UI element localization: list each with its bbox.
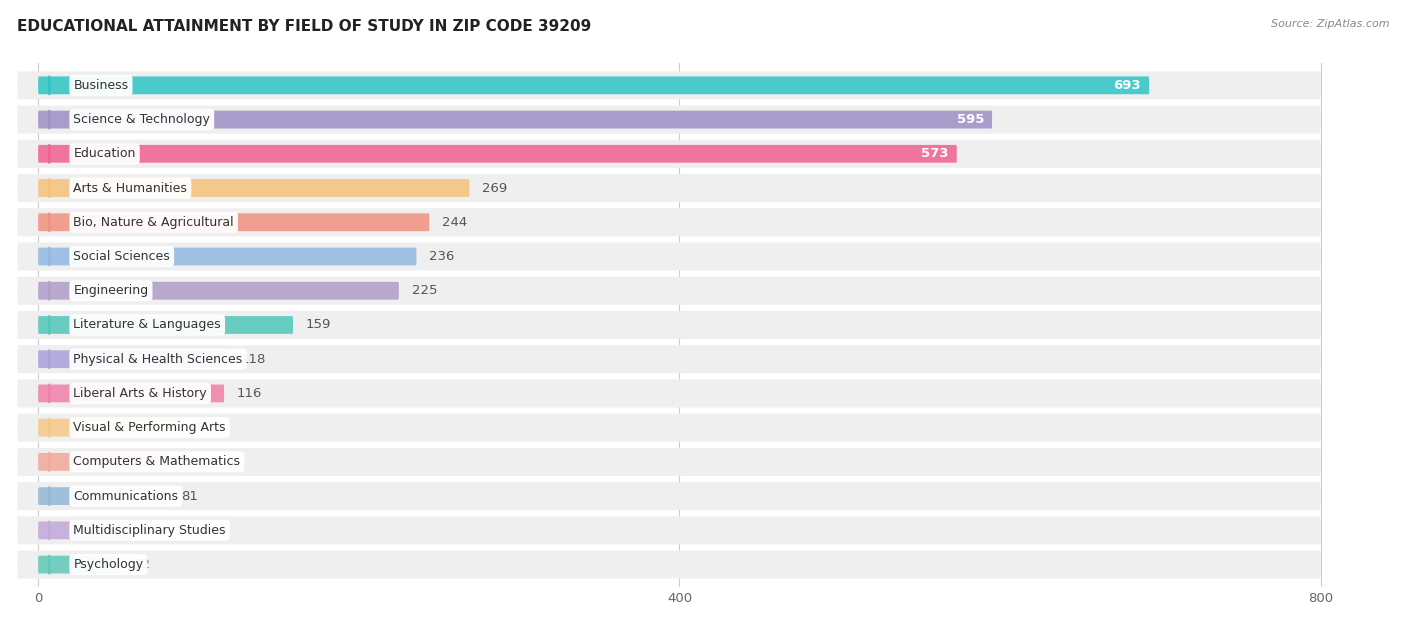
FancyBboxPatch shape <box>17 174 1320 202</box>
FancyBboxPatch shape <box>17 208 1320 236</box>
Text: 118: 118 <box>240 353 266 366</box>
Text: 81: 81 <box>181 456 198 468</box>
FancyBboxPatch shape <box>38 110 993 129</box>
Text: Physical & Health Sciences: Physical & Health Sciences <box>73 353 243 366</box>
Text: EDUCATIONAL ATTAINMENT BY FIELD OF STUDY IN ZIP CODE 39209: EDUCATIONAL ATTAINMENT BY FIELD OF STUDY… <box>17 19 591 34</box>
Text: 159: 159 <box>307 319 332 331</box>
Text: 52: 52 <box>135 558 152 571</box>
FancyBboxPatch shape <box>17 448 1320 476</box>
Text: 236: 236 <box>429 250 454 263</box>
FancyBboxPatch shape <box>17 550 1320 579</box>
FancyBboxPatch shape <box>38 350 228 368</box>
Text: 81: 81 <box>181 490 198 503</box>
FancyBboxPatch shape <box>38 247 416 266</box>
Text: Bio, Nature & Agricultural: Bio, Nature & Agricultural <box>73 216 233 229</box>
Text: Computers & Mathematics: Computers & Mathematics <box>73 456 240 468</box>
FancyBboxPatch shape <box>17 311 1320 339</box>
FancyBboxPatch shape <box>38 521 129 540</box>
FancyBboxPatch shape <box>38 179 470 197</box>
Text: Engineering: Engineering <box>73 284 149 297</box>
Text: 244: 244 <box>441 216 467 229</box>
FancyBboxPatch shape <box>17 277 1320 305</box>
Text: Science & Technology: Science & Technology <box>73 113 211 126</box>
FancyBboxPatch shape <box>38 487 167 505</box>
Text: 269: 269 <box>482 182 508 194</box>
Text: 595: 595 <box>956 113 984 126</box>
Text: Multidisciplinary Studies: Multidisciplinary Studies <box>73 524 226 537</box>
FancyBboxPatch shape <box>17 71 1320 100</box>
FancyBboxPatch shape <box>17 379 1320 408</box>
FancyBboxPatch shape <box>17 482 1320 510</box>
FancyBboxPatch shape <box>38 453 167 471</box>
FancyBboxPatch shape <box>38 282 399 300</box>
Text: Psychology: Psychology <box>73 558 143 571</box>
Text: 116: 116 <box>238 387 263 400</box>
Text: Business: Business <box>73 79 128 92</box>
FancyBboxPatch shape <box>17 242 1320 271</box>
FancyBboxPatch shape <box>17 345 1320 373</box>
FancyBboxPatch shape <box>38 76 1149 94</box>
FancyBboxPatch shape <box>17 105 1320 134</box>
FancyBboxPatch shape <box>38 556 121 574</box>
Text: 57: 57 <box>142 524 159 537</box>
Text: 225: 225 <box>412 284 437 297</box>
FancyBboxPatch shape <box>38 316 292 334</box>
FancyBboxPatch shape <box>17 414 1320 442</box>
Text: Education: Education <box>73 147 136 160</box>
Text: 86: 86 <box>188 421 205 434</box>
Text: Liberal Arts & History: Liberal Arts & History <box>73 387 207 400</box>
FancyBboxPatch shape <box>17 516 1320 545</box>
Text: Social Sciences: Social Sciences <box>73 250 170 263</box>
Text: 573: 573 <box>921 147 949 160</box>
FancyBboxPatch shape <box>38 419 176 437</box>
FancyBboxPatch shape <box>38 213 429 231</box>
FancyBboxPatch shape <box>38 145 957 163</box>
FancyBboxPatch shape <box>38 384 224 403</box>
Text: Arts & Humanities: Arts & Humanities <box>73 182 187 194</box>
Text: Visual & Performing Arts: Visual & Performing Arts <box>73 421 226 434</box>
Text: Source: ZipAtlas.com: Source: ZipAtlas.com <box>1271 19 1389 29</box>
FancyBboxPatch shape <box>17 140 1320 168</box>
Text: Communications: Communications <box>73 490 179 503</box>
Text: Literature & Languages: Literature & Languages <box>73 319 221 331</box>
Text: 693: 693 <box>1114 79 1142 92</box>
